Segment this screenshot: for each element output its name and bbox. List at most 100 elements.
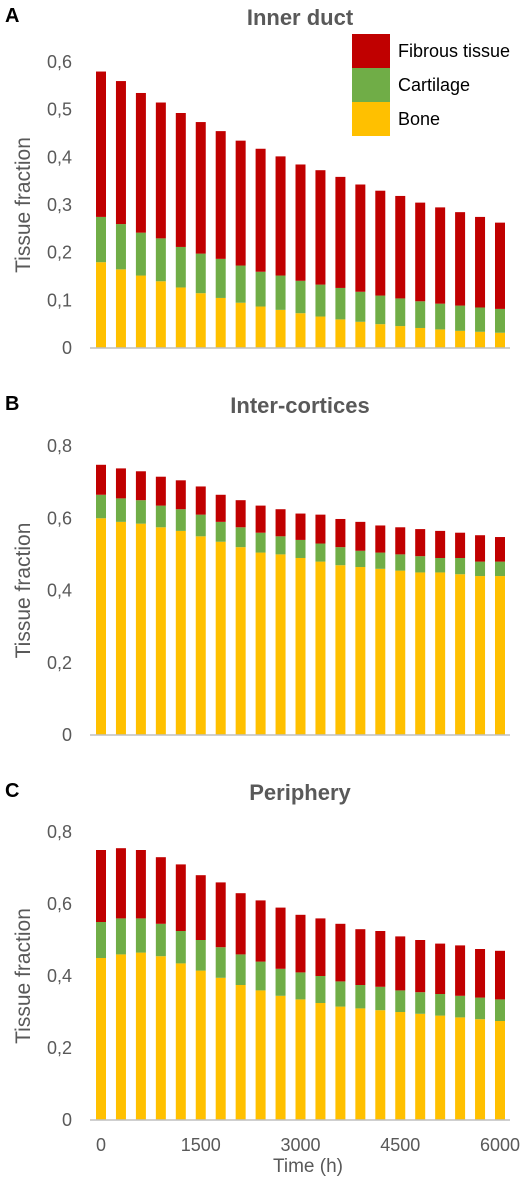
- bar-cartilage: [495, 308, 505, 333]
- bar-fibrous-tissue: [96, 71, 106, 217]
- bar-bone: [495, 1021, 505, 1120]
- bar-fibrous-tissue: [395, 936, 406, 991]
- bar-fibrous-tissue: [495, 537, 505, 562]
- bar-cartilage: [335, 981, 346, 1007]
- bar-bone: [255, 990, 266, 1120]
- bar-cartilage: [96, 216, 106, 263]
- x-axis-labels: 0 1500 3000 4500 6000: [96, 1135, 520, 1155]
- bar-bone: [415, 327, 426, 348]
- bar-fibrous-tissue: [415, 202, 426, 302]
- bar-fibrous-tissue: [475, 535, 486, 562]
- bar-fibrous-tissue: [435, 530, 446, 558]
- y-tick-label: 0,1: [47, 290, 72, 310]
- bar-fibrous-tissue: [455, 945, 466, 996]
- x-tick-label: 6000: [480, 1135, 520, 1155]
- x-tick-label: 0: [96, 1135, 106, 1155]
- bar-fibrous-tissue: [275, 156, 286, 276]
- bar-bone: [275, 554, 286, 735]
- bar-cartilage: [295, 972, 306, 1000]
- y-tick-label: 0,6: [47, 894, 72, 914]
- bar-cartilage: [475, 997, 486, 1020]
- bar-bone: [495, 332, 505, 348]
- bar-bone: [155, 956, 166, 1120]
- bar-cartilage: [415, 556, 426, 573]
- bar-fibrous-tissue: [255, 505, 266, 533]
- bar-fibrous-tissue: [135, 471, 146, 501]
- y-tick-label: 0,6: [47, 508, 72, 528]
- bar-bone: [115, 269, 126, 348]
- bar-bone: [115, 521, 126, 735]
- bar-cartilage: [215, 521, 226, 542]
- bar-bone: [475, 576, 486, 735]
- bar-cartilage: [275, 968, 286, 996]
- bar-cartilage: [255, 532, 266, 553]
- bar-bone: [335, 1006, 346, 1120]
- bar-fibrous-tissue: [315, 514, 326, 544]
- bar-fibrous-tissue: [96, 464, 106, 495]
- bar-fibrous-tissue: [215, 131, 226, 259]
- bar-cartilage: [195, 940, 206, 971]
- bar-bone: [175, 963, 186, 1120]
- bar-fibrous-tissue: [335, 923, 346, 982]
- bar-bone: [295, 313, 306, 348]
- bar-bone: [215, 977, 226, 1120]
- bar-fibrous-tissue: [475, 949, 486, 998]
- bar-fibrous-tissue: [375, 525, 386, 553]
- panel-c: C Periphery Tissue fraction 0 0,2 0,4 0,6 0,8: [5, 780, 510, 1130]
- x-axis-title: Time (h): [273, 1156, 343, 1177]
- bar-bone: [96, 958, 106, 1120]
- bar-fibrous-tissue: [355, 929, 366, 985]
- bar-fibrous-tissue: [135, 850, 146, 919]
- bar-bone: [235, 985, 246, 1120]
- bar-bone: [375, 324, 386, 348]
- bar-cartilage: [435, 303, 446, 330]
- bar-cartilage: [335, 287, 346, 320]
- bar-cartilage: [255, 961, 266, 991]
- legend: Fibrous tissue Cartilage Bone: [352, 34, 510, 136]
- bar-bone: [455, 330, 466, 348]
- bar-bone: [395, 570, 406, 735]
- bar-cartilage: [175, 931, 186, 964]
- bar-fibrous-tissue: [215, 494, 226, 522]
- bar-bone: [375, 568, 386, 735]
- y-tick-label: 0: [62, 725, 72, 745]
- bar-bone: [135, 952, 146, 1120]
- bar-fibrous-tissue: [415, 529, 426, 557]
- bar-cartilage: [315, 284, 326, 317]
- bar-fibrous-tissue: [295, 914, 306, 973]
- bar-fibrous-tissue: [415, 940, 426, 993]
- panel-letter: A: [5, 5, 19, 27]
- bar-fibrous-tissue: [435, 943, 446, 994]
- bar-cartilage: [135, 918, 146, 953]
- bar-fibrous-tissue: [215, 882, 226, 948]
- bar-fibrous-tissue: [395, 527, 406, 555]
- bar-bone: [495, 576, 505, 735]
- panel-title: Periphery: [249, 780, 351, 805]
- y-tick-label: 0,8: [47, 436, 72, 456]
- bar-fibrous-tissue: [335, 176, 346, 288]
- bar-fibrous-tissue: [395, 195, 406, 299]
- x-tick-label: 1500: [181, 1135, 221, 1155]
- bar-fibrous-tissue: [195, 486, 206, 515]
- legend-swatch: [352, 102, 390, 136]
- bar-bone: [395, 1012, 406, 1120]
- y-tick-label: 0,8: [47, 822, 72, 842]
- bar-cartilage: [435, 994, 446, 1016]
- bar-cartilage: [415, 301, 426, 328]
- bar-bone: [155, 281, 166, 348]
- bar-bone: [415, 1013, 426, 1120]
- y-tick-label: 0,4: [47, 147, 72, 167]
- bar-fibrous-tissue: [315, 918, 326, 976]
- bar-fibrous-tissue: [435, 207, 446, 304]
- bar-cartilage: [135, 500, 146, 524]
- bar-bone: [455, 1017, 466, 1120]
- panel-letter: B: [5, 393, 19, 415]
- bar-fibrous-tissue: [255, 900, 266, 962]
- panel-letter: C: [5, 780, 19, 802]
- bar-fibrous-tissue: [495, 222, 505, 309]
- bar-cartilage: [375, 986, 386, 1011]
- bar-bone: [315, 561, 326, 735]
- bar-fibrous-tissue: [355, 184, 366, 292]
- y-axis-title: Tissue fraction: [12, 137, 35, 273]
- bar-bone: [335, 565, 346, 735]
